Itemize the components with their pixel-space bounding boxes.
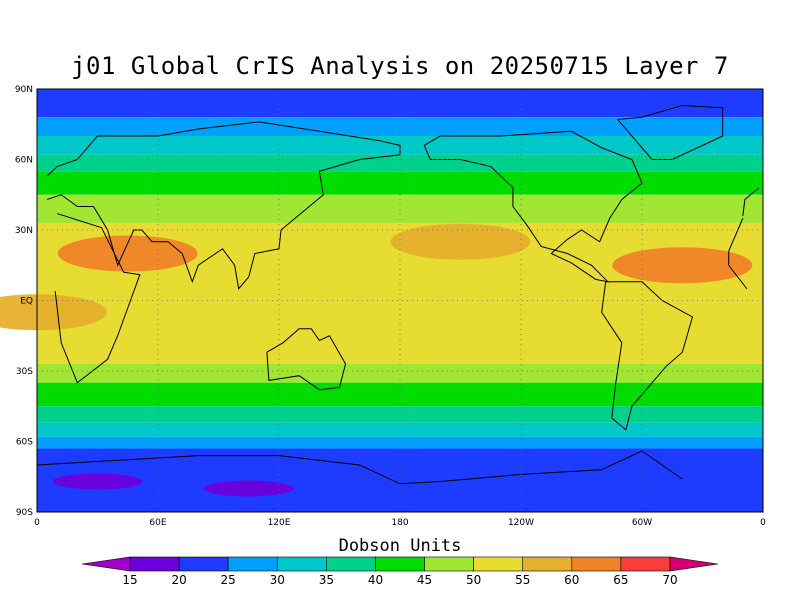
colorbar-tick: 15 [122,573,137,587]
contour-feature [0,294,107,331]
colorbar-tick: 25 [221,573,236,587]
colorbar-swatch [178,556,229,572]
colorbar-swatch [571,556,622,572]
lon-label: 120E [268,518,291,528]
lon-label: 180 [391,518,408,528]
lon-label: 60W [632,518,652,528]
contour-feature [52,473,143,490]
contour-feature [57,235,198,272]
colorbar-swatch [227,556,278,572]
colorbar-tick: 50 [466,573,481,587]
lon-label: 0 [760,518,766,528]
contour-field [0,89,763,512]
coastline [728,218,744,252]
coastline [36,450,683,485]
colorbar-tick: 70 [662,573,677,587]
colorbar-tick: 65 [613,573,628,587]
gridlines [37,89,763,512]
coastline [601,281,694,431]
colorbar-label: Dobson Units [338,536,462,556]
coastline [742,187,760,216]
colorbar-tick: 60 [564,573,579,587]
lat-label: EQ [20,297,33,307]
lat-label: 90S [16,508,33,518]
contour-band [37,89,763,118]
lon-label: 120W [508,518,534,528]
colorbar-upper-extend [669,556,719,572]
coastline [616,104,724,160]
longitude-labels: 0 60E 120E 180 120W 60W 0 [34,518,766,528]
colorbar: 15 20 25 30 35 40 45 50 55 60 65 70 [81,556,719,587]
contour-band [37,171,763,195]
coastline [266,328,347,391]
contour-feature [612,247,753,284]
colorbar-swatch [620,556,671,572]
contour-band [37,363,763,383]
contour-feature [390,223,531,260]
contour-feature [203,480,294,497]
latitude-labels: 90N 60N 30N EQ 30S 60S 90S [15,85,33,518]
colorbar-tick: 45 [417,573,432,587]
contour-band [37,194,763,223]
colorbar-swatch [375,556,425,572]
coastline [423,130,643,283]
coastline [54,213,141,384]
colorbar-tick: 40 [368,573,383,587]
lat-label: 60S [16,438,33,448]
map-frame [36,88,764,513]
colorbar-swatch [424,556,474,572]
colorbar-tick: 20 [171,573,186,587]
colorbar-tick: 55 [515,573,530,587]
contour-band [37,117,763,136]
lon-label: 0 [34,518,40,528]
lat-label: 90N [15,85,33,95]
contour-band [37,154,763,172]
contour-band [37,448,763,512]
colorbar-lower-extend [81,556,131,572]
contour-band [37,436,763,449]
lat-label: 60N [15,156,33,166]
colorbar-swatch [326,556,376,572]
lat-label: 30S [16,367,33,377]
contour-band [37,347,763,364]
coastline [728,251,748,290]
colorbar-swatch [522,556,573,572]
colorbar-tick: 30 [270,573,285,587]
coastlines [36,104,760,485]
colorbar-swatch [276,556,327,572]
chart-title: j01 Global CrIS Analysis on 20250715 Lay… [71,52,729,80]
colorbar-swatch [129,556,180,572]
colorbar-swatch [473,556,524,572]
coastline [46,121,401,290]
lat-label: 30N [15,226,33,236]
lon-label: 60E [149,518,166,528]
colorbar-tick: 35 [319,573,334,587]
